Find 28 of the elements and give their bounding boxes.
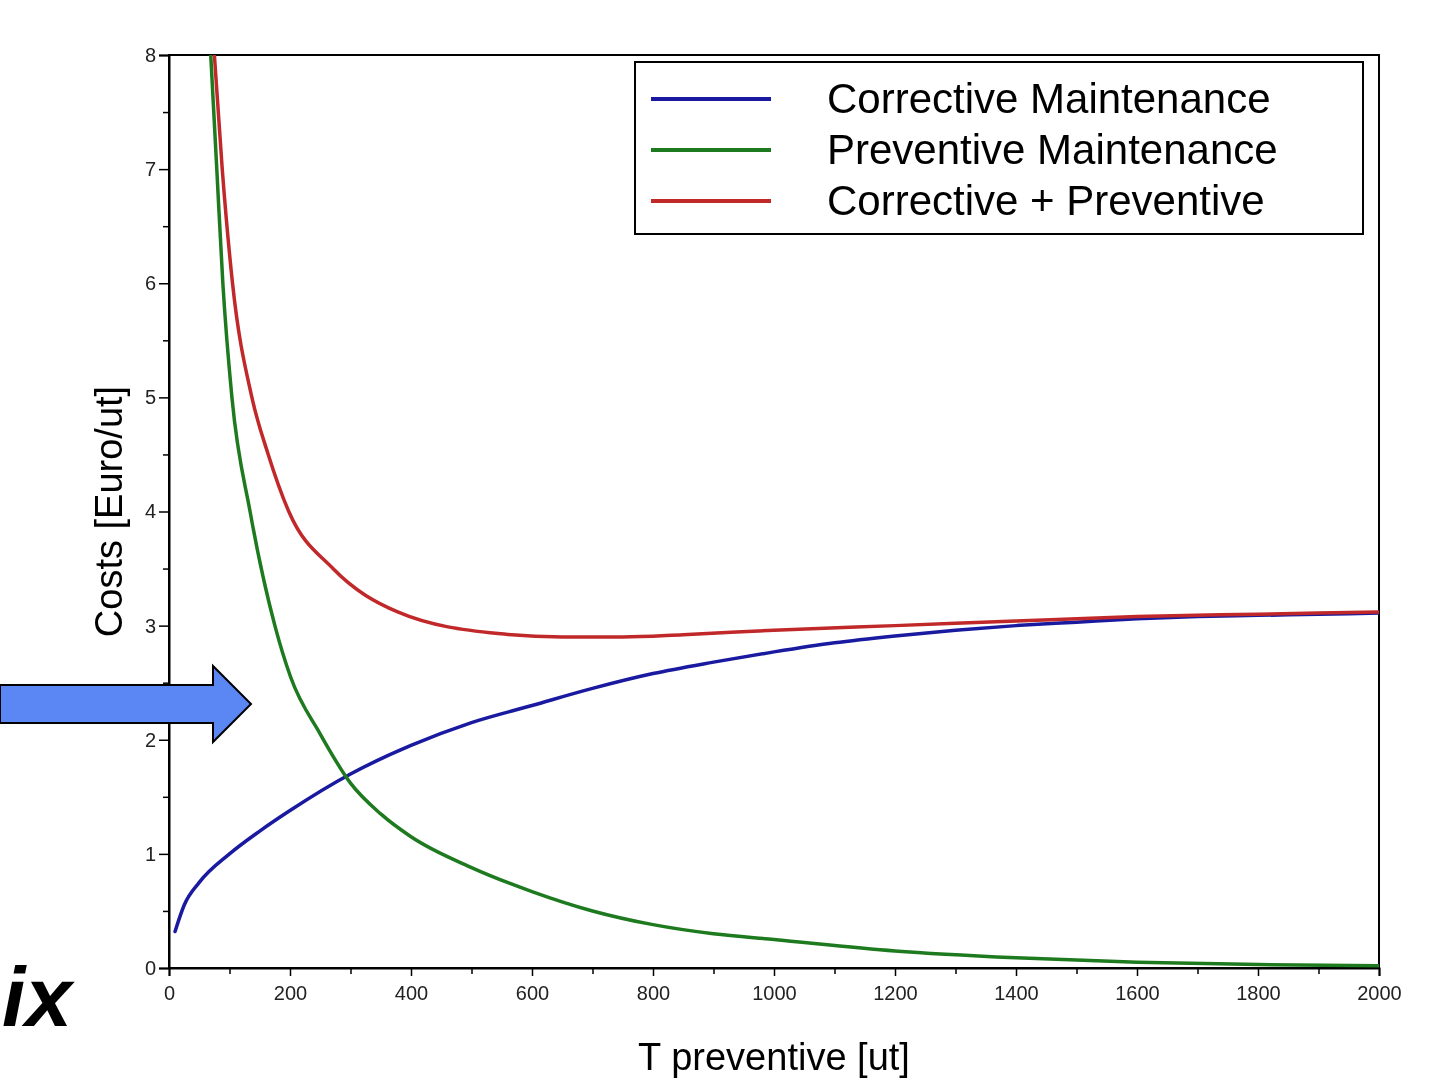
x-tick-label: 1800 bbox=[1236, 982, 1281, 1005]
text: ix bbox=[2, 950, 76, 1044]
x-axis-title: T preventive [ut] bbox=[638, 1036, 910, 1078]
x-tick-label: 1200 bbox=[873, 982, 918, 1005]
x-tick-label: 1600 bbox=[1115, 982, 1160, 1005]
y-tick-label: 5 bbox=[144, 386, 156, 409]
x-tick-label: 200 bbox=[273, 982, 308, 1005]
y-tick-label: 7 bbox=[144, 158, 156, 181]
x-tick-label: 0 bbox=[163, 982, 176, 1005]
y-tick-label: 6 bbox=[144, 272, 156, 295]
x-tick-label: 400 bbox=[394, 982, 429, 1005]
y-tick-label: 8 bbox=[144, 43, 156, 66]
line-series bbox=[212, 55, 1379, 639]
legend-label: Corrective + Preventive bbox=[827, 177, 1265, 224]
x-tick-label: 1000 bbox=[752, 982, 797, 1005]
y-tick-label: 3 bbox=[144, 614, 156, 637]
line-series bbox=[209, 55, 1379, 968]
y-tick-label: 1 bbox=[144, 842, 156, 865]
y-axis-title: Costs [Euro/ut] bbox=[88, 385, 130, 638]
x-tick-label: 800 bbox=[636, 982, 671, 1005]
y-tick-label: 2 bbox=[144, 728, 156, 751]
y-tick-label: 0 bbox=[144, 956, 156, 979]
x-tick-label: 600 bbox=[515, 982, 550, 1005]
legend-label: Corrective Maintenance bbox=[827, 75, 1271, 122]
x-tick-label: 1400 bbox=[994, 982, 1039, 1005]
y-tick-label: 4 bbox=[144, 500, 156, 523]
x-tick-label: 2000 bbox=[1357, 982, 1402, 1005]
legend-label: Preventive Maintenance bbox=[827, 126, 1278, 173]
